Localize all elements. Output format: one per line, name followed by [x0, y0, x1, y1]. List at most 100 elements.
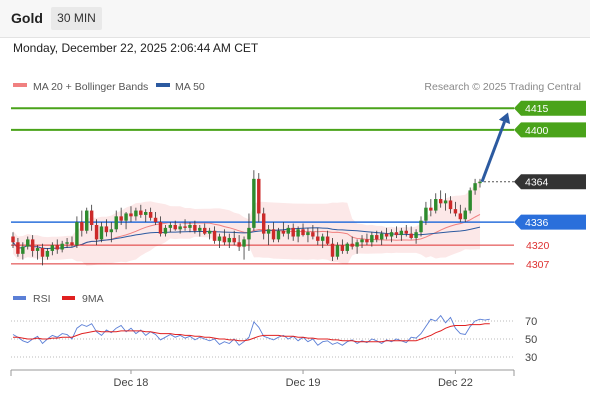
candle	[35, 245, 40, 260]
ma20-legend-label: MA 20 + Bollinger Bands	[33, 81, 148, 93]
resistance-level-label: 4400	[525, 125, 549, 137]
support-level-label: 4307	[526, 259, 550, 271]
candle	[365, 233, 369, 246]
candle	[212, 226, 217, 244]
candle	[478, 178, 482, 188]
rsi-panel: 70 50 30	[11, 314, 537, 364]
candle	[252, 170, 256, 231]
candle	[379, 230, 384, 246]
candle	[40, 243, 45, 266]
pivot-level-label: 4336	[525, 217, 549, 229]
candle	[370, 232, 374, 247]
rsi-tick-label: 70	[525, 316, 537, 328]
candle	[198, 224, 202, 237]
candle	[21, 242, 25, 260]
candle	[109, 222, 114, 243]
candle	[242, 236, 246, 260]
candle	[257, 173, 261, 223]
rsi-tick-label: 50	[525, 334, 537, 346]
candle	[158, 216, 163, 237]
candle	[193, 220, 197, 234]
candle	[399, 227, 404, 241]
candle	[325, 230, 330, 246]
candle	[384, 227, 389, 240]
candle	[394, 226, 399, 238]
rsi-line	[12, 314, 490, 346]
x-tick-label: Dec 22	[438, 377, 473, 389]
forecast-arrow-shaft	[480, 121, 506, 183]
candle	[266, 224, 271, 246]
candle	[104, 219, 109, 237]
ma50-legend-label: MA 50	[175, 81, 205, 93]
candle	[409, 226, 413, 240]
candlesticks	[11, 170, 482, 266]
last-price-level-tag: 4364	[514, 174, 586, 190]
candle	[271, 222, 276, 243]
candle	[443, 193, 448, 211]
support-level-label: 4320	[526, 240, 550, 252]
candle	[355, 239, 359, 254]
candle	[50, 242, 55, 256]
forecast-arrow	[480, 112, 511, 183]
candle	[237, 235, 241, 251]
candle	[80, 210, 84, 237]
timeframe-button[interactable]: 30 MIN	[51, 7, 102, 30]
x-axis: Dec 18 Dec 19 Dec 22	[10, 369, 515, 389]
candle	[320, 233, 325, 249]
ma9-legend-swatch	[62, 296, 75, 300]
candle	[458, 204, 463, 223]
candle	[178, 223, 182, 234]
price-levels: 4415 4400 4364 4336 4320 4307	[11, 100, 586, 271]
candle	[404, 224, 408, 237]
candle	[291, 223, 295, 241]
x-tick-label: Dec 18	[114, 377, 149, 389]
resistance-level-tag: 4415	[514, 100, 586, 116]
candle	[129, 206, 133, 223]
candle	[375, 230, 379, 243]
candle	[60, 240, 64, 253]
candle	[168, 222, 173, 233]
pivot-level-tag: 4336	[514, 214, 586, 230]
rsi-ma9-line	[13, 323, 490, 343]
candle	[188, 222, 192, 233]
rsi-tick-label: 30	[525, 352, 537, 364]
candle	[389, 229, 394, 243]
page-title: Gold	[11, 10, 43, 26]
ma20-legend-swatch	[13, 83, 27, 87]
candle	[330, 237, 335, 262]
rsi-legend-swatch	[13, 296, 26, 300]
candle	[424, 201, 428, 225]
candle	[301, 223, 305, 237]
header-bar: Gold 30 MIN	[0, 0, 590, 38]
candle	[144, 209, 148, 223]
datetime-label: Monday, December 22, 2025 2:06:44 AM CET	[13, 41, 259, 55]
candle	[183, 219, 187, 231]
candle	[360, 235, 364, 249]
candle	[222, 229, 227, 246]
candle	[350, 236, 354, 250]
candle	[429, 199, 433, 217]
candle	[247, 213, 251, 251]
candle	[207, 227, 212, 240]
candle	[335, 242, 340, 260]
resistance-level-label: 4415	[525, 103, 549, 115]
candle	[70, 236, 74, 247]
candle	[139, 204, 143, 218]
candle	[286, 224, 291, 240]
candle	[65, 237, 69, 249]
candle	[30, 235, 35, 257]
candle	[473, 178, 477, 195]
candle	[434, 193, 438, 214]
candle	[173, 220, 177, 231]
candle	[16, 237, 20, 257]
candle	[75, 216, 79, 249]
candle	[340, 239, 345, 254]
candle	[94, 219, 99, 246]
candle	[463, 207, 467, 223]
candle	[148, 207, 153, 221]
candle	[227, 233, 232, 249]
candle	[99, 222, 104, 243]
candle	[163, 224, 168, 237]
candle	[85, 207, 89, 234]
